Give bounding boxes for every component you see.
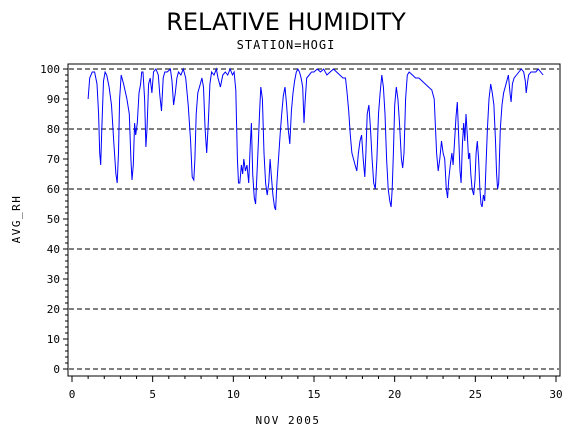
x-tick-label: 15 (307, 388, 320, 401)
y-tick-label: 100 (40, 63, 60, 76)
y-tick-label: 40 (47, 243, 60, 256)
x-axis: 0 5 10 15 20 25 30 (69, 375, 563, 401)
x-tick-label: 25 (469, 388, 482, 401)
y-axis: 0 10 20 30 40 50 60 70 80 90 100 (40, 63, 69, 376)
x-tick-label: 20 (388, 388, 401, 401)
y-tick-label: 90 (47, 93, 60, 106)
chart-title: RELATIVE HUMIDITY (166, 8, 406, 36)
y-tick-label: 20 (47, 303, 60, 316)
series-line (87, 67, 544, 211)
data-series (87, 67, 544, 211)
y-tick-label: 80 (47, 123, 60, 136)
x-tick-label: 0 (69, 388, 76, 401)
y-tick-label: 50 (47, 213, 60, 226)
x-tick-label: 5 (149, 388, 156, 401)
y-tick-label: 70 (47, 153, 60, 166)
x-tick-label: 30 (549, 388, 562, 401)
plot-frame (67, 63, 561, 377)
x-tick-label: 10 (227, 388, 240, 401)
x-axis-label: NOV 2005 (256, 414, 321, 427)
y-tick-label: 10 (47, 333, 60, 346)
y-tick-label: 30 (47, 273, 60, 286)
y-axis-label: AVG_RH (10, 195, 23, 244)
gridlines (69, 68, 559, 370)
y-tick-label: 60 (47, 183, 60, 196)
chart-subtitle: STATION=HOGI (237, 38, 336, 52)
y-tick-label: 0 (53, 363, 60, 376)
